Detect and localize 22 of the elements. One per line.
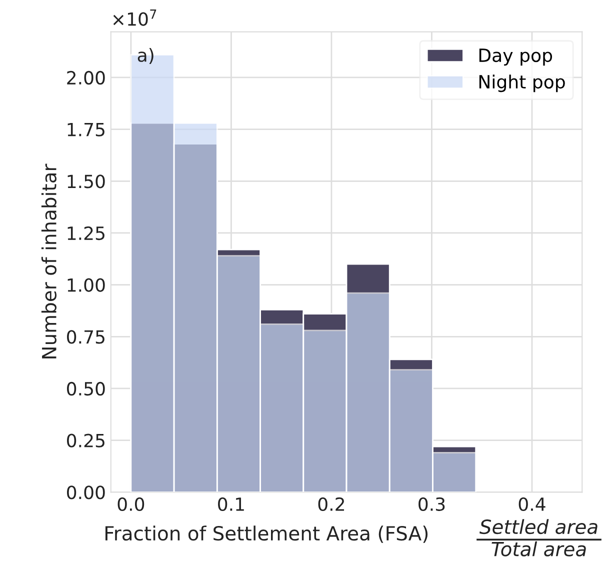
- y-tick-label: 1.25: [68, 226, 104, 240]
- legend-label: Night pop: [479, 74, 565, 92]
- y-tick-label: 0.75: [67, 330, 104, 344]
- x-tick-label: 0.2: [318, 497, 344, 511]
- x-tick-label: 0.3: [418, 497, 445, 511]
- text: Total area: [492, 541, 586, 556]
- y-tick-label: 0.00: [67, 486, 105, 500]
- x-tick-label: 0.4: [518, 497, 546, 511]
- y-tick-label: 1.75: [68, 122, 104, 136]
- y-tick-label: 0.50: [67, 382, 105, 396]
- legend-label: Day pop: [479, 48, 552, 66]
- x-tick-label: 0.0: [118, 497, 144, 511]
- y-tick-label: 0.25: [67, 434, 104, 448]
- annotation: a): [138, 48, 154, 64]
- text: Settled area: [480, 519, 598, 534]
- x-tick-label: 0.1: [218, 497, 244, 511]
- y-tick-label: 1.00: [68, 278, 105, 292]
- y-tick-label: 1.50: [68, 174, 105, 188]
- x-axis-title: Fraction of Settlement Area (FSA): [105, 526, 428, 543]
- text: ×10$^{7}$: [113, 10, 156, 26]
- y-tick-label: 2.00: [67, 70, 105, 85]
- y-axis-title: Number of inhabitar: [41, 164, 56, 358]
